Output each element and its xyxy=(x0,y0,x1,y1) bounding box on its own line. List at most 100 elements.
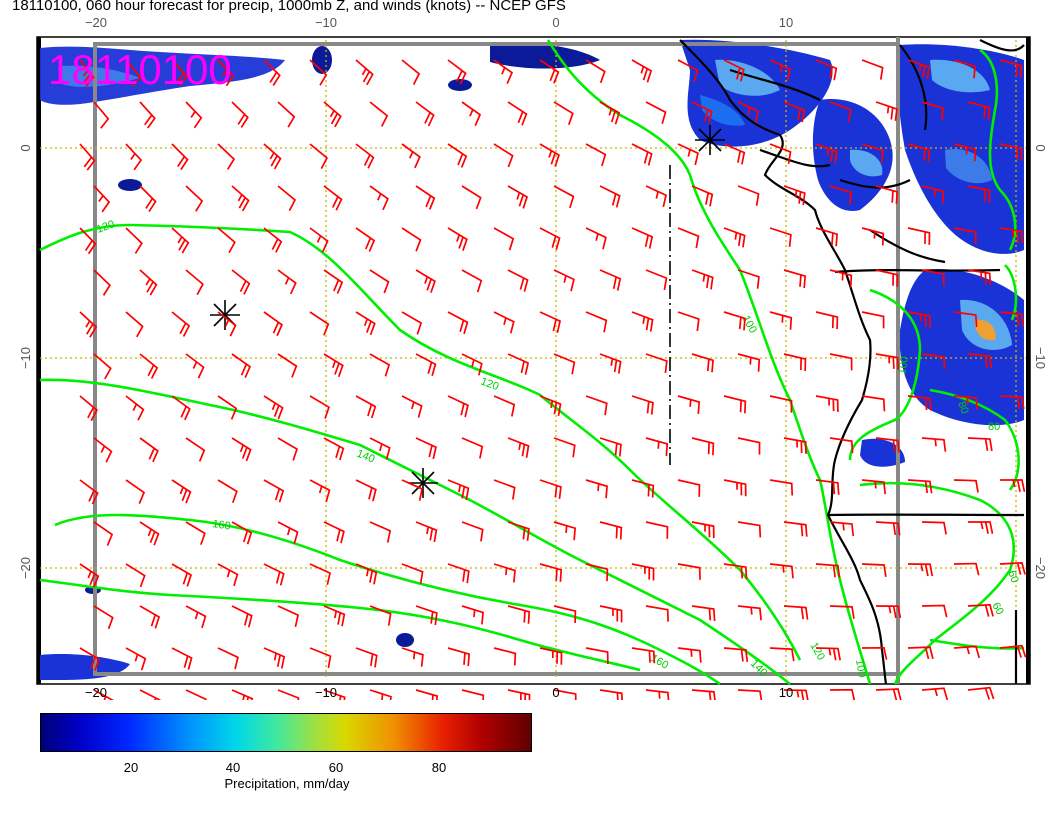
wind-barb xyxy=(493,395,516,417)
wind-barb xyxy=(999,395,1025,410)
wind-barb xyxy=(323,605,346,627)
wind-barb xyxy=(967,101,991,120)
wind-barb xyxy=(861,59,884,80)
wind-barb xyxy=(79,227,97,255)
wind-barb xyxy=(139,353,159,379)
wind-barb xyxy=(125,395,145,421)
wind-barb xyxy=(723,311,746,331)
wind-barb xyxy=(769,647,795,662)
wind-barb xyxy=(907,311,931,328)
wind-barb xyxy=(645,185,667,208)
wind-barb xyxy=(309,395,330,419)
wind-barb xyxy=(599,689,624,706)
wind-barb xyxy=(553,605,577,624)
wind-barb xyxy=(185,689,207,712)
forecast-map: 120 120 140 160 160 140 120 100 100 100 … xyxy=(18,15,1048,713)
wind-barb xyxy=(231,353,252,379)
wind-barb xyxy=(369,101,389,127)
wind-barb xyxy=(599,185,621,208)
wind-barb xyxy=(171,311,191,337)
wind-barb xyxy=(875,605,902,619)
wind-barb xyxy=(921,269,945,287)
wind-barb xyxy=(737,689,763,704)
wind-barb xyxy=(585,479,608,499)
wind-barb xyxy=(631,647,656,664)
wind-barb xyxy=(539,227,561,250)
wind-barb xyxy=(93,437,113,463)
wind-barb xyxy=(355,227,376,252)
wind-barb xyxy=(507,521,530,541)
wind-barb xyxy=(323,353,344,378)
lon-tick: −20 xyxy=(85,685,107,700)
wind-barb xyxy=(875,185,899,204)
contour-label: 60 xyxy=(1005,569,1020,585)
overlay-date: 18110100 xyxy=(48,46,232,93)
wind-barb xyxy=(139,101,156,129)
wind-barb xyxy=(139,269,158,296)
wind-barb xyxy=(309,143,329,170)
wind-barb xyxy=(507,353,530,375)
wind-barb xyxy=(323,101,342,128)
wind-barb xyxy=(875,688,902,702)
wind-barb xyxy=(493,59,514,85)
wind-barb xyxy=(861,646,888,660)
wind-barb xyxy=(585,311,608,333)
wind-barb xyxy=(539,479,562,499)
wind-barb xyxy=(907,59,930,80)
wind-barb xyxy=(231,605,253,628)
wind-barb xyxy=(769,59,792,81)
lon-tick: −10 xyxy=(315,685,337,700)
wind-barb xyxy=(921,437,947,452)
wind-barb xyxy=(769,479,794,496)
wind-barb xyxy=(231,689,254,711)
wind-barb xyxy=(783,269,807,289)
wind-barb xyxy=(907,143,931,162)
wind-barb xyxy=(631,227,654,249)
lon-tick: −10 xyxy=(315,15,337,30)
wind-barb xyxy=(691,353,714,373)
wind-barb xyxy=(415,689,439,709)
wind-barb xyxy=(369,437,391,460)
wind-barb xyxy=(493,143,514,168)
wind-barb xyxy=(645,437,669,456)
position-markers xyxy=(210,125,725,498)
wind-barb xyxy=(171,563,193,587)
colorbar-tick: 80 xyxy=(431,760,447,775)
wind-barb xyxy=(401,479,424,501)
wind-barb xyxy=(323,269,344,294)
wind-barb xyxy=(93,185,111,213)
wind-barb xyxy=(737,101,760,123)
wind-barb xyxy=(645,101,667,124)
wind-barb xyxy=(815,395,839,412)
wind-barb xyxy=(461,521,484,542)
wind-barb xyxy=(631,479,655,498)
contour-label: 80 xyxy=(988,421,1000,433)
wind-barb xyxy=(691,269,714,290)
wind-barb xyxy=(171,227,190,254)
wind-barb xyxy=(217,563,239,587)
wind-barb xyxy=(125,563,146,588)
wind-barb xyxy=(355,143,375,169)
wind-barb xyxy=(139,689,161,712)
lat-tick: −20 xyxy=(1033,557,1048,579)
wind-barb xyxy=(737,437,761,455)
wind-barb xyxy=(369,269,390,294)
wind-barb xyxy=(999,227,1024,244)
lat-tick: 0 xyxy=(1033,144,1048,151)
wind-barb xyxy=(263,311,283,337)
wind-barb xyxy=(507,437,530,458)
wind-barb xyxy=(93,269,111,296)
wind-barb xyxy=(723,563,748,580)
wind-barb xyxy=(815,647,841,661)
wind-barb xyxy=(277,101,296,128)
wind-barb xyxy=(277,437,299,461)
wind-barb xyxy=(309,59,328,86)
wind-barb xyxy=(907,227,931,245)
wind-barb xyxy=(829,101,852,122)
wind-barb xyxy=(401,227,422,252)
wind-barb xyxy=(953,143,977,162)
wind-barb xyxy=(461,437,484,459)
wind-barb xyxy=(415,101,435,127)
wind-barb xyxy=(585,59,606,84)
wind-barb xyxy=(493,647,517,666)
